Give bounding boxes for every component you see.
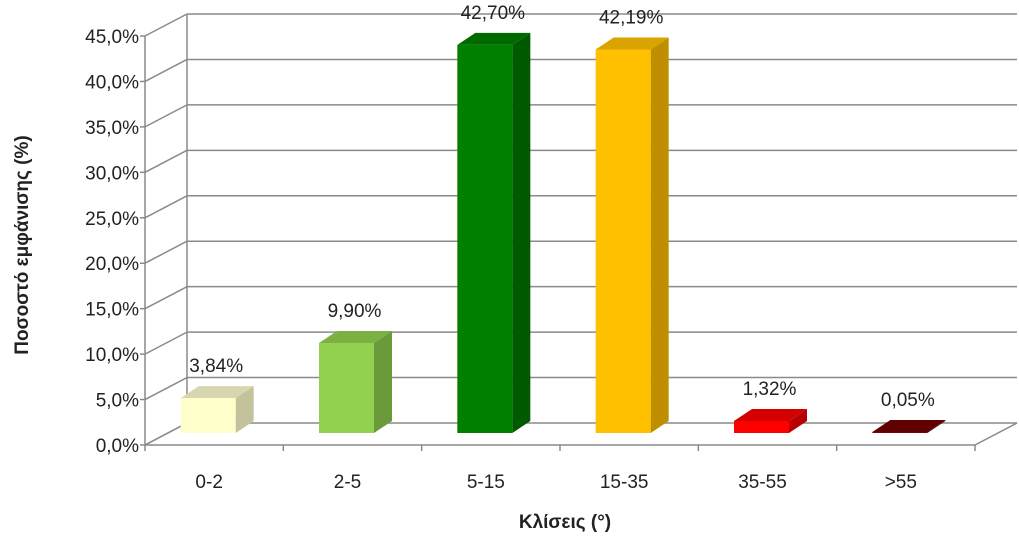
y-tick-label: 35,0% bbox=[85, 118, 139, 139]
bar bbox=[457, 32, 531, 433]
y-axis: 0,0% 5,0% 10,0% 15,0% 20,0% 25,0% 30,0% 35,0% 40… bbox=[85, 27, 146, 457]
y-tick-label: 0,0% bbox=[96, 436, 139, 457]
bar bbox=[872, 420, 946, 433]
data-label: 42,19% bbox=[599, 8, 664, 29]
bar-front bbox=[319, 343, 374, 433]
data-label: 9,90% bbox=[328, 301, 382, 322]
bar-side bbox=[374, 331, 392, 433]
bar bbox=[734, 409, 807, 433]
bar-front bbox=[180, 398, 236, 433]
x-axis: 0-2 2-5 5-15 15-35 35-55 >55 bbox=[144, 445, 976, 493]
bar-top bbox=[872, 420, 946, 432]
y-tick-label: 15,0% bbox=[85, 300, 139, 321]
data-labels: 3,84% 9,90% 42,70% 42,19% 1,32% 0,05% bbox=[189, 3, 935, 411]
x-tick-label: 2-5 bbox=[334, 472, 361, 493]
x-tick-label: 5-15 bbox=[467, 472, 505, 493]
grid-diagonal bbox=[144, 104, 188, 128]
data-label: 0,05% bbox=[881, 390, 935, 411]
bar-top bbox=[595, 37, 669, 50]
bar-front bbox=[595, 49, 651, 434]
grid-diagonal bbox=[144, 286, 188, 310]
bar-front bbox=[734, 421, 789, 433]
y-tick-label: 10,0% bbox=[85, 345, 139, 366]
y-tick-label: 30,0% bbox=[85, 163, 139, 184]
grid-diagonal bbox=[144, 149, 188, 173]
bar-side bbox=[235, 386, 254, 433]
x-axis-title: Κλίσεις (°) bbox=[519, 512, 611, 533]
y-axis-title: Ποσοστό εμφάνισης (%) bbox=[12, 135, 33, 354]
bar-top bbox=[457, 32, 531, 45]
bar-top bbox=[319, 331, 392, 344]
y-tick-label: 45,0% bbox=[85, 27, 139, 48]
data-label: 42,70% bbox=[461, 3, 526, 24]
grid-lines bbox=[144, 13, 1018, 446]
bar-side bbox=[927, 420, 946, 433]
bar bbox=[180, 386, 254, 433]
bar-top bbox=[180, 386, 254, 399]
y-tick-label: 25,0% bbox=[85, 209, 139, 230]
bar-side bbox=[789, 409, 807, 433]
data-label: 1,32% bbox=[743, 379, 797, 400]
grid-diagonal bbox=[144, 195, 188, 219]
y-tick-label: 5,0% bbox=[96, 391, 139, 412]
x-tick-label: >55 bbox=[885, 472, 917, 493]
bars bbox=[180, 32, 946, 434]
bar-front bbox=[457, 44, 513, 433]
x-tick-label: 0-2 bbox=[195, 472, 222, 493]
x-tick-label: 15-35 bbox=[600, 472, 649, 493]
grid-diagonal bbox=[144, 331, 188, 355]
y-tick-label: 20,0% bbox=[85, 254, 139, 275]
data-label: 3,84% bbox=[189, 356, 243, 377]
x-tick-label: 35-55 bbox=[738, 472, 787, 493]
grid-diagonal bbox=[144, 13, 188, 37]
grid-diagonal bbox=[144, 376, 188, 401]
bar-side bbox=[650, 37, 669, 434]
bar-side bbox=[512, 32, 531, 433]
grid-diagonal bbox=[144, 58, 188, 83]
bar bbox=[319, 331, 392, 433]
bar bbox=[595, 37, 669, 434]
bar-top bbox=[734, 409, 807, 422]
grid-diagonal bbox=[144, 240, 188, 264]
bar-front bbox=[872, 432, 928, 433]
y-tick-label: 40,0% bbox=[85, 72, 139, 93]
